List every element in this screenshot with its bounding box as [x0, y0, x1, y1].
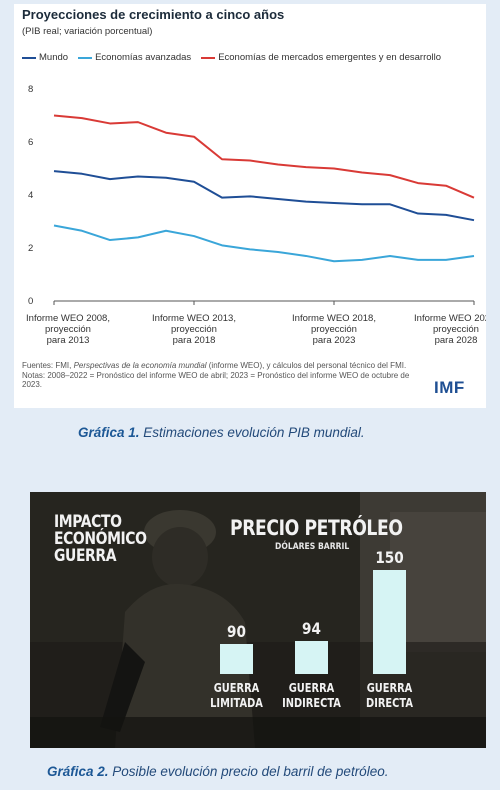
source-suffix: (informe WEO), y cálculos del personal t…: [206, 361, 407, 370]
series-line-avanzadas: [53, 224, 475, 263]
legend-item-mundo: Mundo: [22, 52, 68, 63]
y-tick-label: 6: [28, 137, 33, 148]
legend-label-mundo: Mundo: [39, 52, 69, 63]
bar-value-label: 150: [375, 549, 403, 567]
category-label: GUERRA LIMITADA: [210, 681, 263, 710]
left-title-line-1: IMPACTO: [54, 512, 122, 532]
y-tick-label: 8: [28, 84, 33, 95]
legend-label-avanzadas: Economías avanzadas: [95, 52, 192, 63]
figure2-label: Gráfica 2.: [47, 764, 109, 779]
y-tick-label: 0: [28, 296, 33, 307]
legend-item-emergentes: Economías de mercados emergentes y en de…: [201, 52, 441, 63]
chart1-plot: 0 2 4 6 8 Informe WEO 2008, proyección para 201…: [26, 84, 486, 346]
left-title-line-2: ECONÓMICO: [54, 529, 147, 549]
bar-2: [295, 641, 328, 674]
figure2-text: Posible evolución precio del barril de p…: [108, 764, 389, 779]
category-label: GUERRA INDIRECTA: [282, 681, 341, 710]
chart2-card: IMPACTO ECONÓMICO GUERRA PRECIO PETRÓLEO…: [30, 492, 486, 748]
bar-3: [373, 570, 406, 674]
chart1-notes: Fuentes: FMI, Perspectivas de la economí…: [22, 361, 422, 390]
chart1-legend: Mundo Economías avanzadas Economías de m…: [22, 52, 441, 63]
chart1-title: Proyecciones de crecimiento a cinco años: [22, 7, 285, 22]
series-line-mundo: [53, 170, 475, 222]
soldier-photo-background: [30, 492, 486, 748]
chart2-bars: 90 GUERRA LIMITADA 94 GUERRA INDIRECTA 150 GUER…: [210, 549, 413, 710]
y-tick-label: 4: [28, 190, 33, 201]
chart1-card: Proyecciones de crecimiento a cinco años…: [14, 4, 486, 408]
imf-logo: IMF: [434, 378, 465, 397]
bar-1: [220, 644, 253, 674]
legend-item-avanzadas: Economías avanzadas: [78, 52, 191, 63]
x-tick-label: Informe WEO 2008, proyección para 2013: [26, 313, 110, 346]
chart2-left-title: IMPACTO ECONÓMICO GUERRA: [54, 514, 147, 565]
chart1-subtitle: (PIB real; variación porcentual): [22, 26, 153, 37]
bar-value-label: 94: [302, 620, 321, 638]
legend-swatch-emergentes: [201, 56, 216, 59]
chart1-source: Fuentes: FMI, Perspectivas de la economí…: [22, 361, 422, 371]
x-tick-label: Informe WEO 2013, proyección para 2018: [152, 313, 236, 346]
legend-label-emergentes: Economías de mercados emergentes y en de…: [218, 52, 442, 63]
category-label: GUERRA DIRECTA: [366, 681, 413, 710]
legend-swatch-mundo: [22, 56, 36, 59]
figure2-caption: Gráfica 2. Posible evolución precio del …: [47, 764, 388, 779]
chart1-notes-text: Notas: 2008–2022 = Pronóstico del inform…: [22, 370, 410, 390]
series-line-emergentes: [53, 114, 475, 199]
source-prefix: Fuentes: FMI,: [22, 361, 74, 370]
figure1-label: Gráfica 1.: [78, 425, 140, 440]
bar-value-label: 90: [227, 623, 246, 641]
y-tick-label: 2: [28, 243, 33, 254]
left-title-line-3: GUERRA: [54, 546, 117, 566]
legend-swatch-avanzadas: [78, 56, 93, 59]
figure1-text: Estimaciones evolución PIB mundial.: [139, 425, 365, 440]
source-title: Perspectivas de la economía mundial: [73, 361, 207, 370]
x-tick-label: Informe WEO 2018, proyección para 2023: [292, 313, 376, 346]
chart2-title: PRECIO PETRÓLEO: [230, 516, 403, 540]
chart2-subtitle: DÓLARES BARRIL: [275, 542, 350, 552]
figure1-caption: Gráfica 1. Estimaciones evolución PIB mu…: [78, 425, 365, 440]
